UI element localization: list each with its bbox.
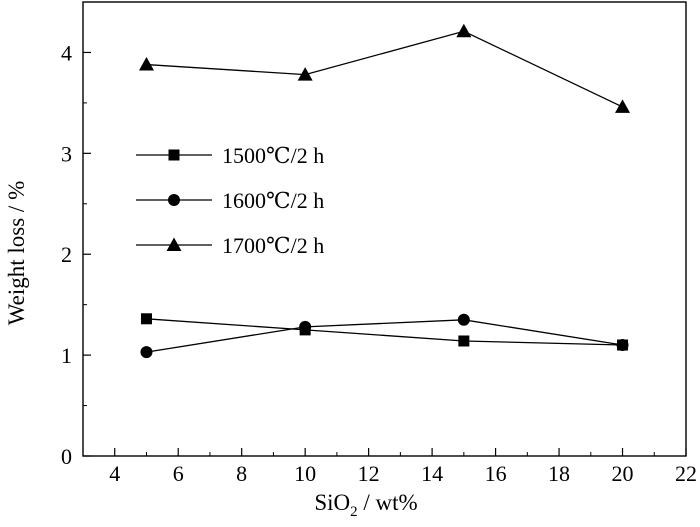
data-point — [138, 57, 154, 71]
x-tick-label: 12 — [358, 461, 380, 486]
legend-marker — [168, 149, 180, 161]
data-point — [616, 339, 629, 352]
legend: 1500℃/2 h 1600℃/2 h 1700℃/2 h — [136, 143, 324, 258]
legend-label: 1600℃/2 h — [222, 188, 324, 213]
legend-entry: 1500℃/2 h — [136, 143, 324, 168]
y-axis-title: Weight loss / % — [4, 181, 29, 325]
y-tick-label: 3 — [61, 141, 72, 166]
x-tick-label: 16 — [485, 461, 507, 486]
data-point — [458, 335, 470, 347]
data-point — [615, 99, 631, 113]
legend-entry: 1600℃/2 h — [136, 188, 324, 213]
x-axis-title-main: SiO — [314, 490, 350, 515]
data-point — [457, 313, 470, 326]
series-triangle — [138, 23, 631, 113]
y-tick-label: 0 — [61, 444, 72, 469]
x-tick-label: 8 — [236, 461, 247, 486]
plot-frame — [82, 1, 687, 457]
x-tick-label: 20 — [612, 461, 634, 486]
legend-label: 1700℃/2 h — [222, 233, 324, 258]
data-series — [138, 23, 631, 359]
y-tick-label: 1 — [61, 343, 72, 368]
x-tick-label: 4 — [109, 461, 120, 486]
x-axis-title-rest: / wt% — [358, 490, 418, 515]
data-point — [140, 313, 152, 325]
legend-entry: 1700℃/2 h — [136, 233, 324, 258]
legend-marker — [166, 237, 182, 251]
y-tick-label: 2 — [61, 242, 72, 267]
x-tick-label: 14 — [421, 461, 443, 486]
series-line — [146, 30, 623, 108]
data-point — [456, 23, 472, 38]
plot-area-border — [82, 1, 687, 457]
series-line — [146, 319, 623, 353]
data-point — [299, 320, 312, 333]
x-axis-title: SiO2 / wt% — [314, 490, 417, 520]
series-line — [146, 318, 623, 346]
data-point — [140, 346, 153, 359]
series-circle — [140, 313, 629, 359]
x-tick-label: 6 — [173, 461, 184, 486]
legend-label: 1500℃/2 h — [222, 143, 324, 168]
x-tick-label: 22 — [675, 461, 697, 486]
data-point — [297, 67, 313, 81]
legend-marker — [168, 194, 180, 206]
x-tick-label: 18 — [548, 461, 570, 486]
x-tick-label: 10 — [294, 461, 316, 486]
x-axis-title-subscript: 2 — [350, 504, 358, 520]
series-square — [140, 313, 629, 351]
y-tick-label: 4 — [61, 40, 72, 65]
